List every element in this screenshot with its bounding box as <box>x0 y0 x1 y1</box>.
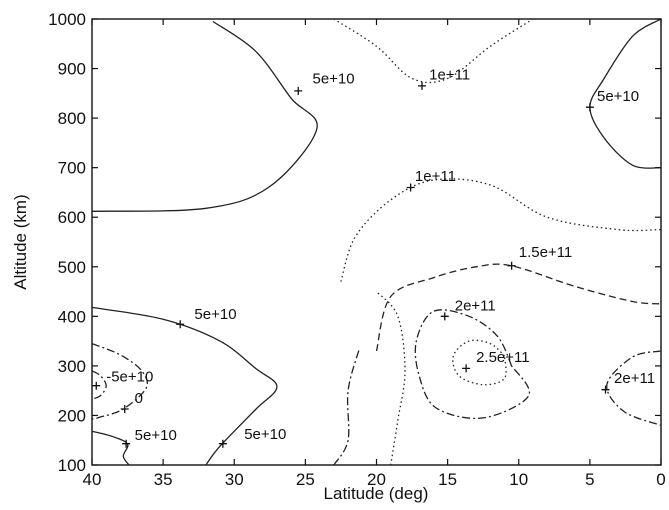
contour-labels: 5e+10 1e+11 5e+10 1e+11 1.5e+11 2e+11 2.5e+11 2… <box>106 66 655 444</box>
contour-label: 1e+11 <box>415 168 456 185</box>
x-tick-label: 0 <box>656 470 665 489</box>
y-axis-title: Altitude (km) <box>11 194 30 289</box>
contour-line <box>452 339 507 386</box>
contour-label: 5e+10 <box>135 427 177 444</box>
y-tick-label: 800 <box>58 109 86 128</box>
plot-frame <box>91 18 662 466</box>
contour-line <box>606 350 662 427</box>
contour-marker <box>440 312 449 321</box>
contour-marker <box>406 183 415 192</box>
contour-label: 5e+10 <box>597 88 639 105</box>
x-tick-label: 5 <box>585 470 594 489</box>
contour-marker <box>120 405 129 414</box>
contour-marker <box>92 381 101 390</box>
contour-label: 1e+11 <box>429 66 470 83</box>
contour-lines <box>91 18 662 466</box>
y-tick-label: 1000 <box>48 10 86 29</box>
y-axis-ticks: 100 200 300 400 500 600 700 800 900 1000 <box>48 10 661 475</box>
y-tick-label: 700 <box>58 159 86 178</box>
contour-marker <box>585 103 594 112</box>
contour-line <box>91 20 318 212</box>
contour-label: 5e+10 <box>244 426 286 443</box>
contour-line <box>340 178 662 282</box>
x-axis-ticks: 40 35 30 25 20 15 10 5 0 <box>83 19 666 489</box>
contour-markers <box>92 81 610 448</box>
contour-label: 2.5e+11 <box>476 349 530 366</box>
y-tick-label: 500 <box>58 258 86 277</box>
contour-line <box>333 18 534 84</box>
contour-marker <box>601 385 610 394</box>
contour-marker <box>418 81 427 90</box>
contour-label: 0 <box>135 390 143 407</box>
x-tick-label: 35 <box>154 470 173 489</box>
contour-label: 2e+11 <box>455 297 496 314</box>
y-tick-label: 300 <box>58 357 86 376</box>
x-tick-label: 10 <box>509 470 528 489</box>
contour-label: 1.5e+11 <box>519 244 573 261</box>
contour-marker <box>122 439 131 448</box>
contour-line <box>375 263 662 352</box>
contour-marker <box>176 320 185 329</box>
y-tick-label: 200 <box>58 406 86 425</box>
contour-line <box>91 430 130 466</box>
x-tick-label: 15 <box>438 470 457 489</box>
y-tick-label: 600 <box>58 208 86 227</box>
contour-label: -5e+10 <box>106 369 153 386</box>
contour-marker <box>462 364 471 373</box>
x-tick-label: 20 <box>367 470 386 489</box>
contour-label: 2e+11 <box>614 370 655 387</box>
contour-label: 5e+10 <box>194 306 236 323</box>
contour-marker <box>294 86 303 95</box>
y-tick-label: 900 <box>58 60 86 79</box>
x-tick-label: 25 <box>296 470 315 489</box>
contour-line <box>91 342 148 420</box>
contour-marker <box>218 439 227 448</box>
x-tick-label: 30 <box>225 470 244 489</box>
contour-marker <box>507 261 516 270</box>
y-tick-label: 100 <box>58 456 86 475</box>
contour-line <box>414 309 531 420</box>
x-tick-label: 40 <box>83 470 102 489</box>
contour-label: 5e+10 <box>312 70 354 87</box>
contour-line <box>333 348 361 466</box>
contour-line <box>91 370 107 400</box>
contour-line <box>376 291 406 466</box>
x-axis-title: Latitude (deg) <box>324 484 429 503</box>
y-tick-label: 400 <box>58 307 86 326</box>
